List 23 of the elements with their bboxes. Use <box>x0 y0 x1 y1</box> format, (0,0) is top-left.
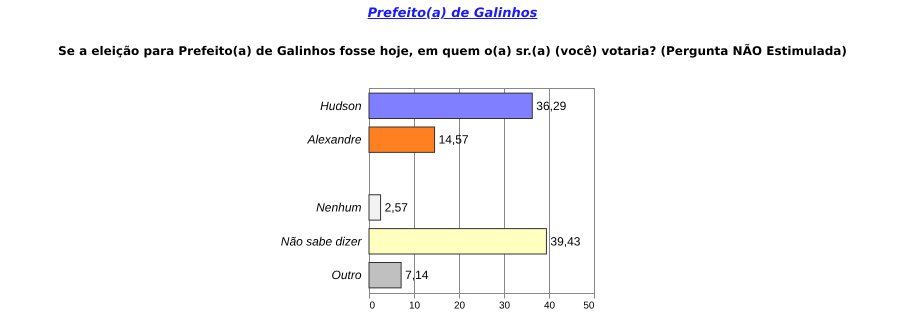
x-tick-label: 0 <box>370 300 376 312</box>
x-tick-label: 10 <box>408 300 420 312</box>
x-tick-label: 30 <box>498 300 510 312</box>
chart-title: Prefeito(a) de Galinhos <box>366 6 538 21</box>
bar <box>368 92 533 119</box>
y-tick-label: Hudson <box>320 98 362 113</box>
data-label: 2,57 <box>384 200 408 214</box>
bar <box>368 262 402 288</box>
bar <box>368 228 547 255</box>
y-tick-label: Não sabe dizer <box>280 234 362 248</box>
chart-subtitle: Se a eleição para Prefeito(a) de Galinhos fosse hoje, em quem o(a) sr.(a) (você) votaria? (Pergunta NÃO Estimulada) <box>57 44 848 58</box>
bar <box>368 194 382 221</box>
data-label: 39,43 <box>550 234 581 248</box>
x-tick-label: 20 <box>454 300 466 312</box>
bar <box>368 126 436 153</box>
data-label: 7,14 <box>405 268 429 282</box>
x-tick-label: 40 <box>544 300 556 312</box>
x-tick-label: 50 <box>583 300 595 312</box>
y-tick-label: Outro <box>331 268 362 282</box>
y-tick-label: Nenhum <box>316 200 362 214</box>
data-label: 36,29 <box>536 98 567 113</box>
data-label: 14,57 <box>438 132 469 147</box>
y-tick-label: Alexandre <box>306 132 362 147</box>
